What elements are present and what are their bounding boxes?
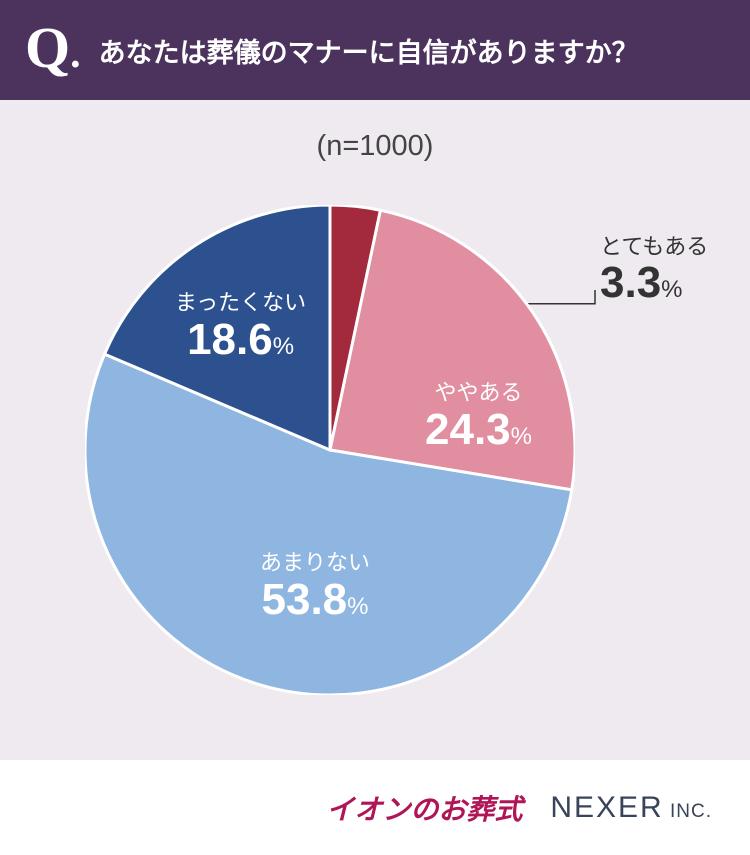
slice-label: ややある24.3% bbox=[425, 380, 532, 456]
slice-label: まったくない18.6% bbox=[175, 290, 306, 366]
callout-label: とてもある 3.3% bbox=[600, 235, 708, 308]
slice-name: ややある bbox=[425, 380, 532, 405]
percent-sign: % bbox=[273, 333, 294, 360]
q-mark: Q. bbox=[25, 19, 81, 77]
footer: イオンのお葬式 NEXER INC. bbox=[0, 760, 750, 855]
percent-sign: % bbox=[511, 423, 532, 450]
slice-name: とてもある bbox=[600, 235, 708, 259]
percent-sign: % bbox=[661, 276, 682, 303]
slice-name: まったくない bbox=[175, 290, 306, 315]
percent-sign: % bbox=[347, 593, 368, 620]
slice-name: あまりない bbox=[260, 550, 370, 575]
brand-nexer: NEXER INC. bbox=[550, 791, 712, 825]
chart-area: (n=1000) ややある24.3%あまりない53.8%まったくない18.6% … bbox=[0, 100, 750, 760]
question-text: あなたは葬儀のマナーに自信がありますか？ bbox=[99, 31, 639, 70]
slice-value: 53.8 bbox=[262, 575, 348, 624]
slice-value: 3.3 bbox=[600, 258, 661, 307]
slice-value: 24.3 bbox=[425, 405, 511, 454]
pie-chart: ややある24.3%あまりない53.8%まったくない18.6% bbox=[85, 205, 575, 695]
brand-aeon: イオンのお葬式 bbox=[326, 788, 522, 828]
slice-label: あまりない53.8% bbox=[260, 550, 370, 626]
slice-value: 18.6 bbox=[187, 315, 273, 364]
question-header: Q. あなたは葬儀のマナーに自信がありますか？ bbox=[0, 0, 750, 100]
